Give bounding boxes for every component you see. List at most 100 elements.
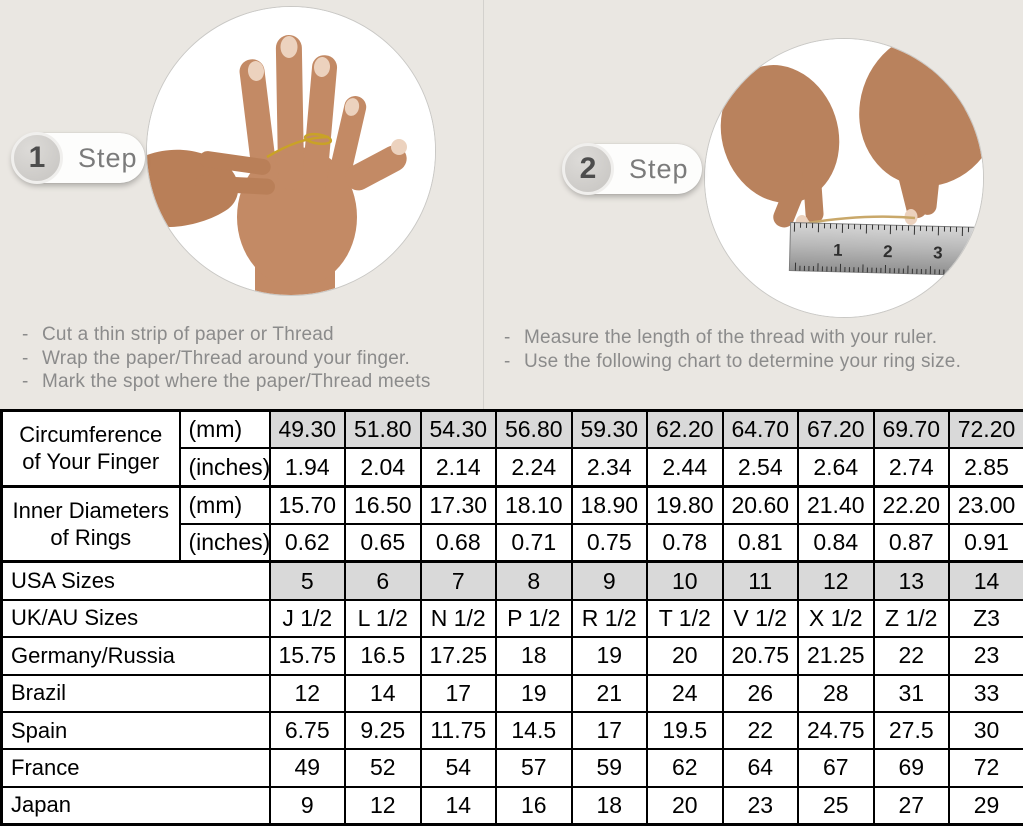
size-value-cell: 0.81	[721, 523, 799, 563]
size-value-cell: 11.75	[419, 710, 497, 751]
size-value-cell: 49.30	[268, 409, 346, 450]
size-value-cell: 9	[268, 785, 346, 826]
size-value-cell: 59	[570, 748, 648, 788]
panel-divider	[483, 0, 484, 409]
size-value-cell: 72.20	[948, 409, 1023, 450]
size-value-cell: 52	[344, 748, 422, 788]
size-value-cell: 11	[721, 560, 799, 601]
table-row: (inches) 0.62 0.65 0.68 0.71 0.75 0.78 0.81 0.84…	[2, 523, 1023, 563]
size-value-cell: 19	[495, 673, 573, 713]
size-value-cell: 54.30	[419, 409, 497, 450]
bullet-dash: -	[504, 350, 511, 372]
size-value-cell: 67.20	[797, 409, 875, 450]
ruler-number: 2	[883, 242, 893, 261]
unit-cell: (mm)	[178, 409, 271, 450]
size-value-cell: T 1/2	[646, 598, 724, 639]
table-row: Inner Diameters of Rings (mm) 15.70 16.50 17.…	[0, 484, 1023, 563]
size-value-cell: R 1/2	[570, 598, 648, 639]
size-value-cell: 18	[570, 785, 648, 826]
instruction-text: Mark the spot where the paper/Thread mee…	[42, 371, 431, 392]
size-value-cell: 64.70	[721, 409, 799, 450]
size-value-cell: 56.80	[495, 409, 573, 450]
size-value-cell: 2.14	[419, 447, 497, 488]
table-row: Japan 9 12 14 16 18 20 23 25 27 29	[0, 785, 1023, 826]
size-value-cell: 19.80	[646, 484, 724, 526]
row-group-label: Circumference of Your Finger	[0, 409, 181, 488]
size-value-cell: P 1/2	[495, 598, 573, 639]
size-value-cell: L 1/2	[344, 598, 422, 639]
size-value-cell: 14	[948, 560, 1023, 601]
size-value-cell: N 1/2	[419, 598, 497, 639]
unit-cell: (inches)	[178, 447, 271, 488]
size-value-cell: 9	[570, 560, 648, 601]
table-row: France 49 52 54 57 59 62 64 67 69 72	[0, 748, 1023, 788]
size-value-cell: 7	[419, 560, 497, 601]
step1-photo	[146, 6, 436, 296]
size-value-cell: 0.78	[646, 523, 724, 563]
size-value-cell: 62.20	[646, 409, 724, 450]
size-value-cell: 2.74	[872, 447, 950, 488]
instruction-line: - Cut a thin strip of paper or Thread	[22, 323, 431, 347]
step2-number: 2	[562, 143, 614, 195]
size-value-cell: 10	[646, 560, 724, 601]
row-label: USA Sizes	[0, 560, 271, 601]
size-value-cell: 30	[948, 710, 1023, 751]
instructions-section: 1 2 3 1 Step 2 Step - Cut a thin strip of p…	[0, 0, 1023, 409]
size-value-cell: 22	[872, 636, 950, 676]
size-value-cell: 9.25	[344, 710, 422, 751]
bullet-dash: -	[504, 327, 511, 348]
size-value-cell: V 1/2	[721, 598, 799, 639]
bullet-dash: -	[22, 324, 29, 345]
size-value-cell: 2.64	[797, 447, 875, 488]
size-value-cell: 23.00	[948, 484, 1023, 526]
instruction-text: Use the following chart to determine you…	[524, 350, 962, 372]
size-value-cell: 18.10	[495, 484, 573, 526]
size-value-cell: 0.84	[797, 523, 875, 563]
size-value-cell: 17.30	[419, 484, 497, 526]
ruler-number: 1	[833, 241, 843, 260]
step1-badge: 1 Step	[11, 132, 145, 184]
step2-instructions: - Measure the length of the thread with y…	[504, 326, 961, 373]
size-value-cell: 5	[268, 560, 346, 601]
step1-number: 1	[11, 132, 63, 184]
size-value-cell: 1.94	[268, 447, 346, 488]
row-label: Spain	[0, 710, 271, 751]
size-value-cell: Z3	[948, 598, 1023, 639]
size-value-cell: 16	[495, 785, 573, 826]
size-value-cell: 6	[344, 560, 422, 601]
size-value-cell: 28	[797, 673, 875, 713]
size-value-cell: 2.24	[495, 447, 573, 488]
table-row: USA Sizes 5 6 7 8 9 10 11 12 13 14	[0, 560, 1023, 601]
ruler-number: 3	[933, 243, 943, 262]
instruction-text: Wrap the paper/Thread around your finger…	[42, 347, 411, 369]
size-value-cell: 0.91	[948, 523, 1023, 563]
instruction-text: Measure the length of the thread with yo…	[524, 327, 938, 348]
size-value-cell: 17	[570, 710, 648, 751]
size-value-cell: 0.68	[419, 523, 497, 563]
ring-size-table: Circumference of Your Finger (mm) 49.30 51.8…	[0, 409, 1023, 826]
size-value-cell: 49	[268, 748, 346, 788]
size-value-cell: 2.34	[570, 447, 648, 488]
size-value-cell: 69.70	[872, 409, 950, 450]
size-value-cell: 0.87	[872, 523, 950, 563]
size-value-cell: 16.50	[344, 484, 422, 526]
size-value-cell: 22.20	[872, 484, 950, 526]
size-value-cell: 62	[646, 748, 724, 788]
size-value-cell: 72	[948, 748, 1023, 788]
unit-cell: (inches)	[178, 523, 271, 563]
size-value-cell: J 1/2	[268, 598, 346, 639]
instruction-line: - Wrap the paper/Thread around your finge…	[22, 347, 431, 371]
size-value-cell: 31	[872, 673, 950, 713]
size-value-cell: 22	[721, 710, 799, 751]
size-value-cell: 14.5	[495, 710, 573, 751]
size-value-cell: 33	[948, 673, 1023, 713]
table-row: Brazil 12 14 17 19 21 24 26 28 31 33	[0, 673, 1023, 713]
size-value-cell: 12	[268, 673, 346, 713]
size-value-cell: 69	[872, 748, 950, 788]
size-value-cell: 0.65	[344, 523, 422, 563]
table-row: Spain 6.75 9.25 11.75 14.5 17 19.5 22 24.75 27.5 3…	[0, 710, 1023, 751]
size-value-cell: 14	[419, 785, 497, 826]
table-row: Circumference of Your Finger (mm) 49.30 51.8…	[0, 409, 1023, 488]
size-value-cell: 21.25	[797, 636, 875, 676]
step2-badge: 2 Step	[562, 143, 702, 195]
